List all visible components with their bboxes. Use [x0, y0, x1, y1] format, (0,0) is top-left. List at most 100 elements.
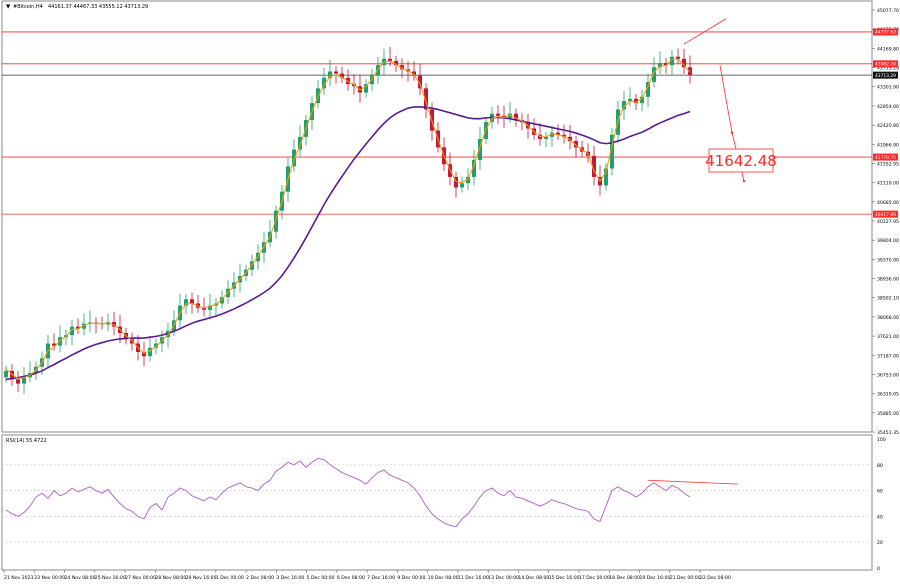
- candle-body: [376, 65, 380, 76]
- candle-body: [412, 71, 416, 76]
- target-label-box: [708, 148, 774, 173]
- time-tick-label: 1 Dec 00:00: [216, 575, 244, 581]
- candle-body: [478, 138, 482, 161]
- candle-body: [424, 88, 428, 110]
- rsi-panel-frame: [1, 434, 873, 571]
- rsi-tick-label: 40: [877, 514, 883, 520]
- projection-node: [743, 180, 745, 183]
- price-tick-label: 36319.05: [877, 392, 899, 398]
- candle-body: [52, 343, 56, 346]
- time-tick-label: 19 Dec 16:00: [639, 575, 670, 581]
- candle-body: [148, 347, 152, 357]
- candle-body: [460, 183, 464, 188]
- price-tick-label: 40685.00: [877, 200, 899, 206]
- level-price-tag-label: 43982.24: [875, 62, 896, 68]
- candle-body: [400, 65, 404, 70]
- rsi-tick-label: 20: [877, 540, 883, 546]
- candle-body: [556, 132, 560, 135]
- candle-body: [208, 305, 212, 310]
- price-tick-label: 41119.00: [877, 181, 899, 187]
- time-tick-label: 10 Dec 08:00: [428, 575, 459, 581]
- candle-body: [640, 96, 644, 104]
- level-price-tag: [873, 28, 898, 36]
- candle-body: [652, 67, 656, 83]
- candle-body: [82, 323, 86, 329]
- candle-body: [334, 71, 338, 74]
- level-price-tag-label: 41770.75: [875, 155, 896, 161]
- candle-body: [394, 60, 398, 66]
- time-tick-label: 11 Dec 16:00: [458, 575, 489, 581]
- candle-body: [550, 132, 554, 137]
- price-tick-label: 40227.95: [877, 219, 899, 225]
- candle-body: [202, 307, 206, 310]
- rsi-label: RSI(14) 55.4722: [6, 438, 47, 444]
- price-tick-label: 38502.10: [877, 296, 899, 302]
- candle-body: [154, 343, 158, 348]
- candle-body: [292, 149, 296, 167]
- candle-body: [466, 176, 470, 184]
- price-tick-label: 42854.00: [877, 104, 899, 110]
- price-tick-label: 42420.80: [877, 123, 899, 129]
- rsi-indicator: 100 80 60 40 20 0: [2, 437, 886, 572]
- level-price-tag: [873, 71, 898, 79]
- price-tick-label: 45077.70: [877, 8, 899, 14]
- ohlc-readout: 44161.37 44467.33 43555.12 43713.29: [48, 4, 148, 10]
- time-tick-label: 5 Dec 00:00: [307, 575, 335, 581]
- candle-body: [472, 160, 476, 177]
- level-price-tag: [873, 210, 898, 218]
- candle-body: [658, 63, 662, 68]
- candle-body: [514, 113, 518, 120]
- candle-body: [496, 113, 500, 116]
- time-tick-label: 25 Nov 16:00: [95, 575, 126, 581]
- candle-body: [664, 63, 668, 66]
- price-tick-label: 43713.29: [877, 66, 899, 72]
- time-tick-label: 23 Nov 00:00: [34, 575, 65, 581]
- time-tick-label: 2 Dec 08:00: [246, 575, 274, 581]
- candle-body: [418, 75, 422, 89]
- candle-body: [16, 379, 20, 384]
- candle-body: [682, 58, 686, 68]
- price-tick-label: 36753.00: [877, 372, 899, 378]
- symbol-marker-icon: ▼: [6, 4, 11, 10]
- level-price-tag-label: 43713.29: [875, 73, 896, 79]
- projection-node: [731, 131, 733, 134]
- price-tick-label: 38068.00: [877, 315, 899, 321]
- candle-body: [340, 73, 344, 78]
- time-tick-label: 13 Dec 00:00: [488, 575, 519, 581]
- price-tick-label: 35885.00: [877, 411, 899, 417]
- candle-body: [628, 98, 632, 102]
- candle-body: [508, 113, 512, 118]
- candle-body: [190, 299, 194, 304]
- symbol-label: #Bitcoin,H4: [13, 4, 43, 10]
- candle-body: [4, 370, 8, 378]
- candle-body: [76, 326, 80, 329]
- candle-body: [562, 134, 566, 137]
- candle-body: [220, 297, 224, 304]
- candle-body: [184, 299, 188, 306]
- rsi-line: [5, 457, 691, 528]
- time-tick-label: 6 Dec 08:00: [337, 575, 365, 581]
- candle-body: [10, 370, 14, 380]
- rsi-tick-label: 60: [877, 489, 883, 495]
- candle-body: [328, 71, 332, 78]
- candle-body: [574, 141, 578, 148]
- price-tick-label: 37621.00: [877, 334, 899, 340]
- candle-body: [634, 98, 638, 104]
- time-tick-label: 22 Dec 08:00: [700, 575, 731, 581]
- fast-ma-line: [5, 58, 691, 380]
- time-tick-label: 14 Dec 08:00: [518, 575, 549, 581]
- candle-body: [646, 82, 650, 97]
- price-axis: 45077.7044623.7044169.8043713.2943301.90…: [872, 8, 899, 436]
- price-trendline: [683, 18, 727, 45]
- price-tick-label: 38936.00: [877, 277, 899, 283]
- rsi-trendline: [647, 479, 739, 485]
- candle-body: [22, 377, 26, 384]
- candle-body: [670, 56, 674, 66]
- level-price-tag-label: 40417.89: [875, 212, 896, 218]
- candle-body: [454, 176, 458, 188]
- price-tick-label: 39370.00: [877, 257, 899, 263]
- rsi-tick-label: 0: [877, 566, 880, 572]
- candle-body: [322, 77, 326, 89]
- candle-body: [142, 351, 146, 357]
